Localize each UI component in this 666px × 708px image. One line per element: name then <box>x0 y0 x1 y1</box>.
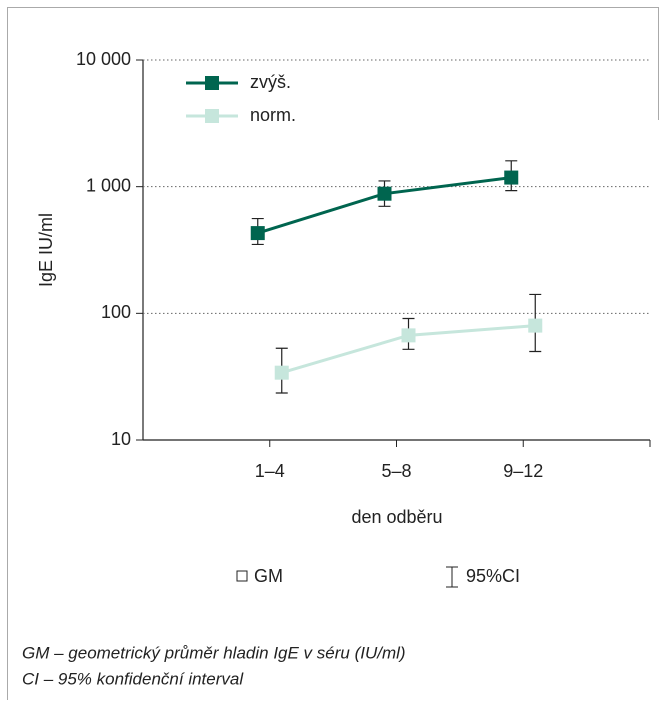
marker <box>401 328 416 343</box>
marker <box>528 318 543 333</box>
y-tick-label: 100 <box>101 302 131 322</box>
legend-label: zvýš. <box>250 72 291 92</box>
legend-marker <box>205 109 219 123</box>
legend-gm: GM <box>254 566 283 586</box>
marker <box>377 186 392 201</box>
y-axis-label: IgE IU/ml <box>36 213 56 287</box>
marker <box>504 170 519 185</box>
y-tick-label: 1 000 <box>86 175 131 195</box>
y-tick-label: 10 000 <box>76 49 131 69</box>
legend-label: norm. <box>250 105 296 125</box>
footnote: CI – 95% konfidenční interval <box>22 669 244 688</box>
x-axis-label: den odběru <box>351 507 442 527</box>
frame <box>7 7 659 700</box>
legend-marker <box>205 76 219 90</box>
ci-symbol <box>446 566 458 588</box>
y-tick-label: 10 <box>111 429 131 449</box>
marker <box>250 226 265 241</box>
gm-symbol <box>236 570 248 582</box>
x-tick-label: 5–8 <box>381 461 411 481</box>
x-tick-label: 1–4 <box>255 461 285 481</box>
footnote: GM – geometrický průměr hladin IgE v sér… <box>22 643 406 662</box>
legend-ci: 95%CI <box>466 566 520 586</box>
marker <box>274 365 289 380</box>
x-tick-label: 9–12 <box>503 461 543 481</box>
